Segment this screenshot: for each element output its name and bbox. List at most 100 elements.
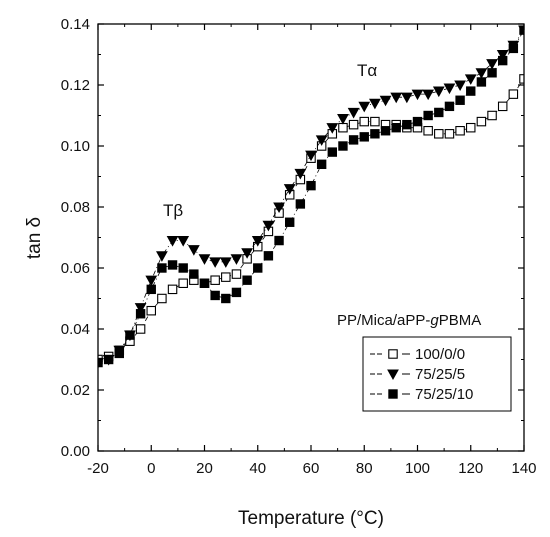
data-point	[283, 184, 296, 195]
x-tick-label: 120	[458, 460, 483, 477]
data-point	[454, 80, 466, 92]
y-tick-label: 0.00	[61, 443, 90, 460]
legend-title-italic: g	[430, 312, 439, 329]
data-point	[135, 309, 146, 319]
data-point	[423, 110, 433, 121]
data-point	[348, 119, 359, 130]
data-point	[496, 49, 509, 61]
x-tick-label: 80	[356, 460, 373, 477]
legend-marker	[388, 389, 398, 399]
data-point	[221, 272, 231, 282]
data-point	[338, 122, 348, 133]
legend-label: 75/25/10	[415, 386, 473, 403]
data-point	[178, 263, 188, 273]
data-point	[230, 254, 243, 265]
data-point	[475, 68, 488, 79]
series-filled-square	[98, 25, 524, 368]
data-point	[146, 284, 156, 295]
y-axis-title: tan δ	[24, 217, 45, 259]
y-tick-label: 0.06	[61, 260, 90, 277]
data-point	[210, 275, 220, 285]
data-point	[231, 287, 242, 298]
data-point	[210, 290, 220, 301]
data-point	[262, 220, 275, 232]
legend-label: 75/25/5	[415, 366, 465, 383]
data-point	[359, 116, 369, 127]
data-point	[400, 92, 413, 104]
data-point	[199, 278, 210, 288]
data-markers-layer	[98, 25, 524, 369]
data-point	[135, 324, 146, 334]
data-point	[338, 141, 348, 151]
data-point	[327, 147, 338, 157]
data-point	[411, 89, 424, 101]
legend-title-part1: PP/Mica/aPP-	[337, 312, 430, 329]
data-point	[157, 263, 167, 273]
data-point	[370, 116, 380, 127]
data-point	[391, 123, 401, 133]
data-point	[187, 245, 200, 256]
y-tick-label: 0.02	[61, 382, 90, 399]
data-point	[114, 348, 124, 359]
data-point	[103, 354, 114, 365]
data-point	[455, 126, 465, 136]
data-point	[444, 129, 455, 139]
data-point	[253, 263, 263, 273]
data-point	[379, 95, 392, 107]
data-point	[209, 257, 222, 268]
data-point	[167, 284, 178, 295]
data-point	[221, 293, 231, 304]
data-point	[390, 92, 403, 104]
data-point	[285, 217, 295, 227]
axis-ticks: -20 0 20 40 60 80 100 120 140 0.00 0.02 0.04 0.06 0.0…	[61, 16, 537, 477]
data-point	[498, 55, 508, 66]
data-point	[315, 135, 328, 146]
legend: PP/Mica/aPP-gPBMA 100/0/0 75/25/5 75/25/10	[337, 312, 512, 412]
data-point	[337, 113, 349, 125]
data-point	[156, 251, 168, 262]
data-point	[273, 202, 285, 214]
data-point	[177, 235, 190, 247]
data-point	[263, 251, 274, 261]
data-point	[443, 83, 456, 95]
data-point	[476, 116, 487, 127]
legend-marker	[387, 369, 399, 381]
data-point	[189, 269, 199, 279]
data-point	[487, 110, 497, 121]
data-point	[157, 293, 167, 304]
data-point	[219, 257, 232, 268]
data-point	[348, 135, 359, 145]
data-point	[274, 235, 284, 246]
data-point	[178, 278, 188, 288]
data-point	[487, 68, 497, 78]
x-tick-label: 100	[405, 460, 430, 477]
data-point	[466, 86, 476, 96]
x-tick-label: 0	[147, 460, 155, 477]
data-point	[464, 74, 477, 85]
data-point	[251, 235, 264, 247]
legend-label: 100/0/0	[415, 346, 465, 363]
data-point	[423, 126, 433, 136]
annotation-t-alpha: Tα	[357, 61, 377, 80]
data-point	[412, 116, 423, 127]
data-point	[369, 98, 381, 110]
x-tick-label: 20	[196, 460, 213, 477]
data-point	[508, 89, 519, 99]
data-point	[497, 101, 508, 112]
data-point	[231, 269, 242, 279]
data-point	[455, 95, 465, 105]
data-point	[145, 275, 158, 287]
data-point	[434, 107, 444, 118]
x-tick-label: 140	[511, 460, 536, 477]
data-point	[422, 89, 435, 101]
y-tick-label: 0.12	[61, 77, 90, 94]
data-point	[402, 119, 412, 130]
data-point	[476, 77, 487, 87]
data-point	[295, 199, 306, 209]
data-point	[167, 260, 178, 270]
data-point	[465, 122, 476, 133]
data-point	[432, 86, 445, 98]
data-point	[359, 132, 369, 142]
legend-title-part2: PBMA	[439, 312, 482, 329]
data-point	[146, 305, 157, 316]
